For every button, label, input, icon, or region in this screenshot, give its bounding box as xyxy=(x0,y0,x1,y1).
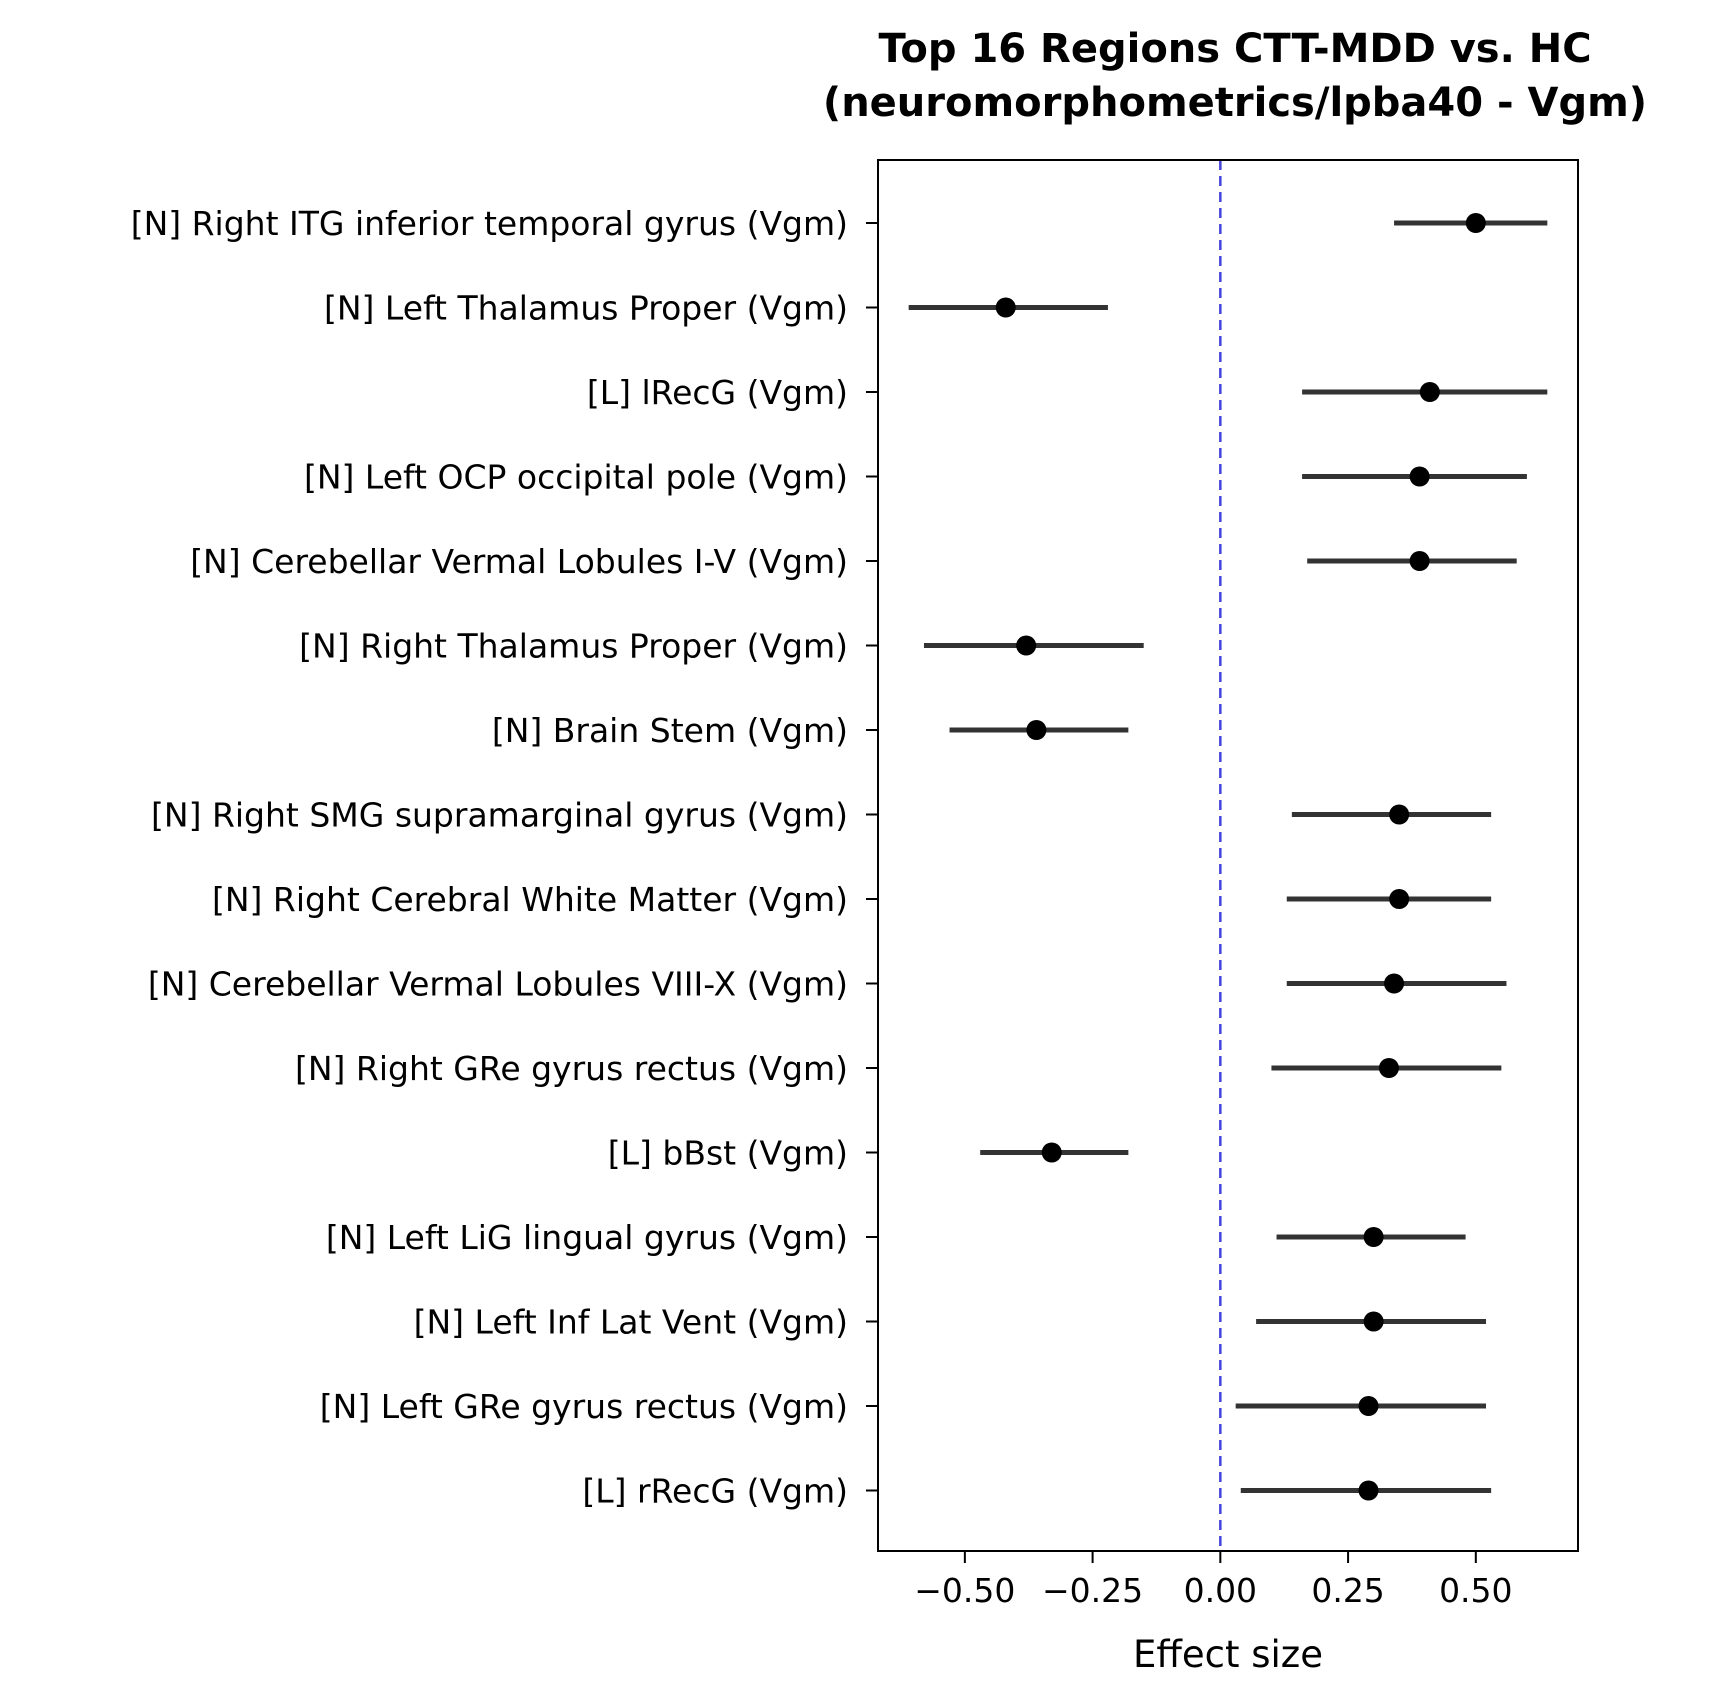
effect-point xyxy=(1409,466,1430,487)
effect-point xyxy=(1409,551,1430,571)
effect-point xyxy=(1378,1058,1399,1078)
x-tick-label: 0.50 xyxy=(1439,1571,1512,1610)
y-tick-label: [N] Brain Stem (Vgm) xyxy=(492,711,848,750)
chart-title-line-2: (neuromorphometrics/lpba40 - Vgm) xyxy=(823,80,1647,126)
x-axis-label: Effect size xyxy=(1133,1633,1323,1676)
effect-point xyxy=(1384,973,1405,994)
y-tick-label: [N] Left Inf Lat Vent (Vgm) xyxy=(414,1303,848,1342)
effect-point xyxy=(1465,213,1486,233)
plot-area: [N] Right ITG inferior temporal gyrus (V… xyxy=(131,160,1548,1610)
x-tick-label: 0.00 xyxy=(1184,1571,1257,1610)
y-tick-label: [N] Left GRe gyrus rectus (Vgm) xyxy=(320,1387,848,1426)
effect-point xyxy=(1389,804,1410,825)
y-tick-label: [N] Left Thalamus Proper (Vgm) xyxy=(324,289,848,328)
y-tick-label: [N] Right GRe gyrus rectus (Vgm) xyxy=(295,1049,848,1088)
x-tick-label: −0.25 xyxy=(1042,1571,1143,1610)
effect-point xyxy=(1363,1227,1384,1247)
effect-point xyxy=(1363,1311,1384,1332)
effect-point xyxy=(1041,1142,1062,1163)
y-tick-label: [L] rRecG (Vgm) xyxy=(582,1472,848,1511)
effect-point xyxy=(1016,635,1037,656)
y-tick-label: [N] Cerebellar Vermal Lobules VIII-X (Vg… xyxy=(148,965,848,1004)
effect-point xyxy=(1358,1480,1379,1501)
effect-point xyxy=(1026,720,1047,740)
y-tick-label: [N] Right ITG inferior temporal gyrus (V… xyxy=(131,204,848,243)
x-tick-label: 0.25 xyxy=(1311,1571,1384,1610)
y-tick-label: [L] bBst (Vgm) xyxy=(608,1134,848,1173)
effect-point xyxy=(1389,889,1410,909)
y-tick-label: [N] Right SMG supramarginal gyrus (Vgm) xyxy=(151,796,848,835)
effect-point xyxy=(1419,382,1440,402)
effect-point xyxy=(1358,1396,1379,1416)
y-tick-label: [N] Left LiG lingual gyrus (Vgm) xyxy=(326,1218,848,1257)
y-tick-label: [N] Cerebellar Vermal Lobules I-V (Vgm) xyxy=(190,542,848,581)
axes-frame xyxy=(877,159,1579,1552)
x-tick-label: −0.50 xyxy=(914,1571,1015,1610)
y-tick-label: [N] Right Thalamus Proper (Vgm) xyxy=(299,627,848,666)
effect-point xyxy=(995,297,1016,318)
y-tick-label: [N] Left OCP occipital pole (Vgm) xyxy=(304,458,848,497)
y-tick-label: [N] Right Cerebral White Matter (Vgm) xyxy=(212,880,848,919)
chart-title-line-1: Top 16 Regions CTT-MDD vs. HC xyxy=(878,26,1591,72)
y-tick-label: [L] lRecG (Vgm) xyxy=(587,373,848,412)
